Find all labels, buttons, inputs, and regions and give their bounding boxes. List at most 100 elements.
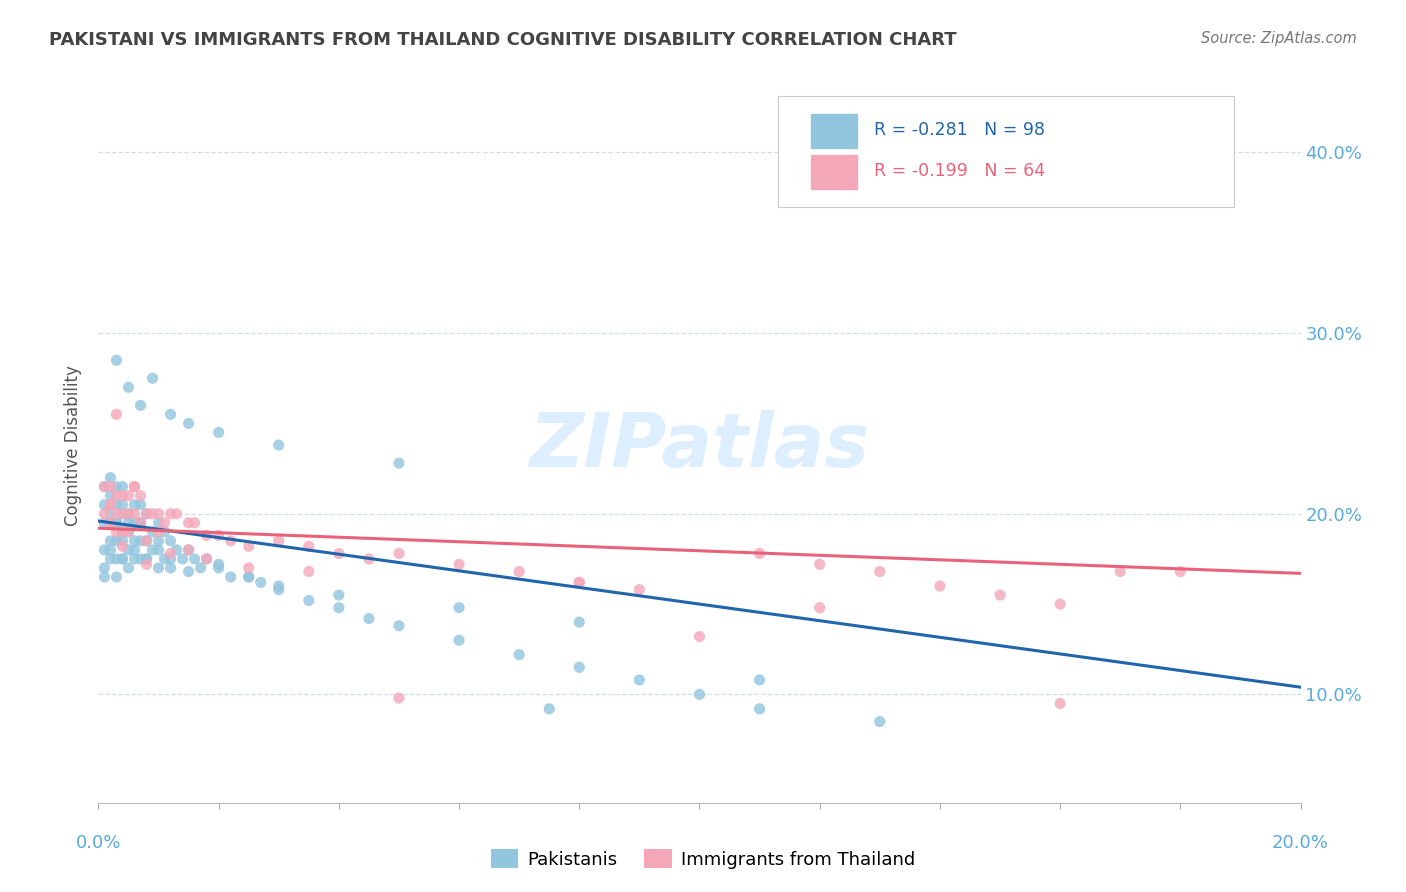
Point bbox=[148, 524, 170, 539]
Point bbox=[105, 524, 128, 539]
Point bbox=[117, 524, 139, 539]
Point bbox=[208, 425, 231, 440]
Point bbox=[388, 547, 411, 561]
Text: R = -0.199   N = 64: R = -0.199 N = 64 bbox=[873, 162, 1045, 180]
Point bbox=[117, 507, 139, 521]
Point bbox=[238, 570, 260, 584]
Point bbox=[111, 507, 134, 521]
Point bbox=[1170, 565, 1192, 579]
Point bbox=[328, 588, 350, 602]
Point bbox=[447, 633, 470, 648]
Point bbox=[177, 542, 200, 557]
Point bbox=[105, 570, 128, 584]
Point bbox=[141, 542, 163, 557]
Point bbox=[135, 507, 157, 521]
Point bbox=[159, 552, 181, 566]
Point bbox=[153, 524, 176, 539]
FancyBboxPatch shape bbox=[778, 96, 1234, 207]
Point bbox=[117, 380, 139, 394]
Point bbox=[135, 533, 157, 548]
Point bbox=[135, 552, 157, 566]
Point bbox=[105, 516, 128, 530]
Point bbox=[238, 561, 260, 575]
Point bbox=[538, 702, 561, 716]
Point bbox=[124, 480, 146, 494]
Point bbox=[124, 507, 146, 521]
Point bbox=[748, 547, 770, 561]
Text: Source: ZipAtlas.com: Source: ZipAtlas.com bbox=[1201, 31, 1357, 46]
Point bbox=[148, 507, 170, 521]
Point bbox=[219, 533, 242, 548]
Point bbox=[238, 539, 260, 553]
Point bbox=[568, 660, 591, 674]
Point bbox=[208, 528, 231, 542]
Point bbox=[105, 489, 128, 503]
Point bbox=[267, 582, 290, 597]
Point bbox=[183, 516, 205, 530]
Point bbox=[124, 533, 146, 548]
Point bbox=[141, 371, 163, 385]
Point bbox=[105, 480, 128, 494]
Point bbox=[100, 498, 122, 512]
Point bbox=[100, 516, 122, 530]
Point bbox=[1109, 565, 1132, 579]
Point bbox=[328, 600, 350, 615]
Point bbox=[111, 524, 134, 539]
Point bbox=[148, 561, 170, 575]
Legend: Pakistanis, Immigrants from Thailand: Pakistanis, Immigrants from Thailand bbox=[484, 842, 922, 876]
Bar bbox=[811, 114, 858, 148]
Point bbox=[100, 480, 122, 494]
Point bbox=[808, 558, 831, 572]
Point bbox=[195, 552, 218, 566]
Y-axis label: Cognitive Disability: Cognitive Disability bbox=[65, 366, 83, 526]
Point bbox=[748, 673, 770, 687]
Point bbox=[388, 619, 411, 633]
Point bbox=[357, 611, 380, 625]
Point bbox=[929, 579, 952, 593]
Point bbox=[447, 558, 470, 572]
Point bbox=[208, 561, 231, 575]
Point bbox=[508, 648, 530, 662]
Point bbox=[159, 561, 181, 575]
Point bbox=[93, 570, 115, 584]
Point bbox=[298, 593, 321, 607]
Point bbox=[267, 438, 290, 452]
Point bbox=[135, 552, 157, 566]
Point bbox=[166, 507, 188, 521]
Point bbox=[159, 408, 181, 422]
Point bbox=[93, 516, 115, 530]
Point bbox=[93, 561, 115, 575]
Point bbox=[105, 516, 128, 530]
Point bbox=[388, 456, 411, 470]
Point bbox=[135, 533, 157, 548]
Point bbox=[117, 542, 139, 557]
Point bbox=[100, 470, 122, 484]
Point bbox=[111, 533, 134, 548]
Point bbox=[148, 542, 170, 557]
Point bbox=[808, 600, 831, 615]
Point bbox=[111, 539, 134, 553]
Point bbox=[153, 552, 176, 566]
Text: 20.0%: 20.0% bbox=[1272, 834, 1329, 852]
Point bbox=[105, 533, 128, 548]
Point bbox=[267, 579, 290, 593]
Point bbox=[100, 498, 122, 512]
Point bbox=[328, 547, 350, 561]
Point bbox=[195, 552, 218, 566]
Point bbox=[117, 524, 139, 539]
Point bbox=[208, 558, 231, 572]
Point bbox=[129, 498, 152, 512]
Point bbox=[105, 498, 128, 512]
Point bbox=[111, 507, 134, 521]
Point bbox=[141, 524, 163, 539]
Point bbox=[105, 353, 128, 368]
Point bbox=[249, 575, 271, 590]
Point bbox=[159, 507, 181, 521]
Point bbox=[148, 516, 170, 530]
Point bbox=[166, 542, 188, 557]
Point bbox=[117, 507, 139, 521]
Point bbox=[124, 516, 146, 530]
Point bbox=[93, 480, 115, 494]
Point bbox=[93, 498, 115, 512]
Point bbox=[105, 552, 128, 566]
